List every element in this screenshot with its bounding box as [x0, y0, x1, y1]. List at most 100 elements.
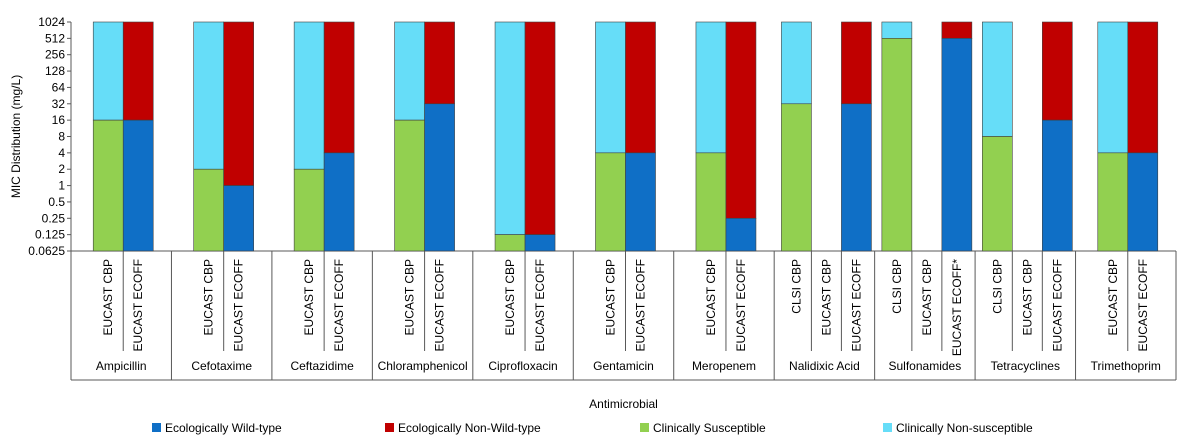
- bar-label: EUCAST CBP: [1106, 259, 1120, 335]
- y-tick-label: 0.25: [42, 211, 66, 225]
- bar-label: EUCAST ECOFF: [533, 259, 547, 351]
- bar-clinically-non-susceptible: [881, 21, 913, 39]
- group-label: Ceftazidime: [290, 359, 354, 373]
- x-axis-title: Antimicrobial: [589, 397, 658, 411]
- bar-ecologically-wild-type: [1127, 152, 1159, 252]
- bar-label: EUCAST ECOFF: [131, 259, 145, 351]
- bar-clinically-non-susceptible: [394, 21, 425, 121]
- bar-label: EUCAST ECOFF: [232, 259, 246, 351]
- bar-ecologically-wild-type: [424, 103, 455, 252]
- bar-label: EUCAST ECOFF: [734, 259, 748, 351]
- group-label: Cefotaxime: [191, 359, 252, 373]
- y-tick-label: 128: [45, 64, 65, 78]
- bar-ecologically-non-wild-type: [223, 21, 254, 186]
- bar-clinically-non-susceptible: [494, 21, 526, 235]
- y-tick-label: 8: [58, 130, 65, 144]
- bar-ecologically-non-wild-type: [1042, 21, 1073, 121]
- y-tick-label: 1024: [38, 15, 65, 29]
- bar-label: EUCAST CBP: [202, 259, 216, 335]
- y-tick-label: 256: [45, 48, 65, 62]
- legend-label: Clinically Non-susceptible: [896, 421, 1033, 435]
- bar-ecologically-non-wild-type: [841, 21, 872, 105]
- y-tick-label: 0.0625: [28, 244, 65, 258]
- y-axis-title: MIC Distribution (mg/L): [9, 75, 23, 198]
- legend-swatch: [883, 423, 892, 432]
- y-tick-label: 32: [52, 97, 66, 111]
- y-tick-label: 2: [58, 162, 65, 176]
- y-tick-label: 4: [58, 146, 65, 160]
- bar-ecologically-non-wild-type: [941, 21, 973, 39]
- bar-clinically-non-susceptible: [92, 21, 124, 121]
- bar-label: EUCAST ECOFF: [1136, 259, 1150, 351]
- legend-swatch: [385, 423, 394, 432]
- bar-ecologically-non-wild-type: [122, 21, 154, 121]
- bar-clinically-susceptible: [595, 152, 626, 252]
- bar-label: EUCAST ECOFF: [433, 259, 447, 351]
- bar-ecologically-wild-type: [625, 152, 656, 252]
- group-label: Gentamicin: [593, 359, 654, 373]
- bar-clinically-non-susceptible: [1097, 21, 1129, 154]
- bar-label: EUCAST CBP: [604, 259, 618, 335]
- bar-label: EUCAST CBP: [302, 259, 316, 335]
- bar-label: CLSI CBP: [890, 259, 904, 314]
- bar-label: EUCAST CBP: [920, 259, 934, 335]
- bar-clinically-non-susceptible: [293, 21, 325, 170]
- group-label: Sulfonamides: [889, 359, 962, 373]
- bar-ecologically-wild-type: [524, 234, 556, 252]
- group-label: Nalidixic Acid: [789, 359, 860, 373]
- bar-clinically-susceptible: [92, 119, 124, 252]
- bar-label: EUCAST CBP: [704, 259, 718, 335]
- bar-ecologically-wild-type: [1042, 119, 1073, 252]
- group-label: Ciprofloxacin: [488, 359, 557, 373]
- y-tick-label: 0.125: [35, 228, 65, 242]
- bar-ecologically-non-wild-type: [625, 21, 656, 154]
- bar-clinically-susceptible: [1097, 152, 1129, 252]
- bar-clinically-susceptible: [881, 38, 913, 252]
- y-tick-label: 1: [58, 179, 65, 193]
- bar-ecologically-wild-type: [725, 217, 757, 252]
- bar-clinically-susceptible: [982, 136, 1013, 252]
- bar-ecologically-wild-type: [841, 103, 872, 252]
- bar-label: EUCAST ECOFF*: [950, 259, 964, 356]
- bar-ecologically-non-wild-type: [524, 21, 556, 235]
- bar-ecologically-wild-type: [223, 185, 254, 252]
- legend-label: Ecologically Non-Wild-type: [398, 421, 541, 435]
- bar-label: EUCAST CBP: [101, 259, 115, 335]
- bar-label: CLSI CBP: [789, 259, 803, 314]
- legend-label: Clinically Susceptible: [653, 421, 766, 435]
- bar-ecologically-non-wild-type: [725, 21, 757, 219]
- bar-clinically-non-susceptible: [781, 21, 812, 105]
- bar-label: CLSI CBP: [990, 259, 1004, 314]
- bar-ecologically-wild-type: [323, 152, 355, 252]
- bar-clinically-susceptible: [494, 234, 526, 252]
- y-tick-label: 16: [52, 113, 66, 127]
- bar-label: EUCAST CBP: [1020, 259, 1034, 335]
- group-label: Ampicillin: [96, 359, 147, 373]
- bar-clinically-susceptible: [781, 103, 812, 252]
- group-label: Meropenem: [692, 359, 756, 373]
- bar-label: EUCAST ECOFF: [332, 259, 346, 351]
- legend-label: Ecologically Wild-type: [165, 421, 282, 435]
- legend-swatch: [640, 423, 649, 432]
- bar-clinically-susceptible: [193, 168, 224, 252]
- bar-label: EUCAST ECOFF: [1050, 259, 1064, 351]
- bar-ecologically-non-wild-type: [323, 21, 355, 154]
- y-tick-label: 512: [45, 31, 65, 45]
- bar-clinically-non-susceptible: [982, 21, 1013, 137]
- y-tick-label: 0.5: [48, 195, 65, 209]
- bar-label: EUCAST CBP: [403, 259, 417, 335]
- group-label: Trimethoprim: [1091, 359, 1161, 373]
- bar-ecologically-wild-type: [122, 119, 154, 252]
- bar-clinically-susceptible: [695, 152, 727, 252]
- bar-ecologically-non-wild-type: [1127, 21, 1159, 154]
- bar-clinically-susceptible: [293, 168, 325, 252]
- bar-label: EUCAST ECOFF: [634, 259, 648, 351]
- bar-label: EUCAST ECOFF: [849, 259, 863, 351]
- bar-clinically-non-susceptible: [695, 21, 727, 154]
- bar-label: EUCAST CBP: [819, 259, 833, 335]
- bar-ecologically-wild-type: [941, 38, 973, 252]
- y-tick-label: 64: [52, 80, 66, 94]
- group-label: Chloramphenicol: [378, 359, 468, 373]
